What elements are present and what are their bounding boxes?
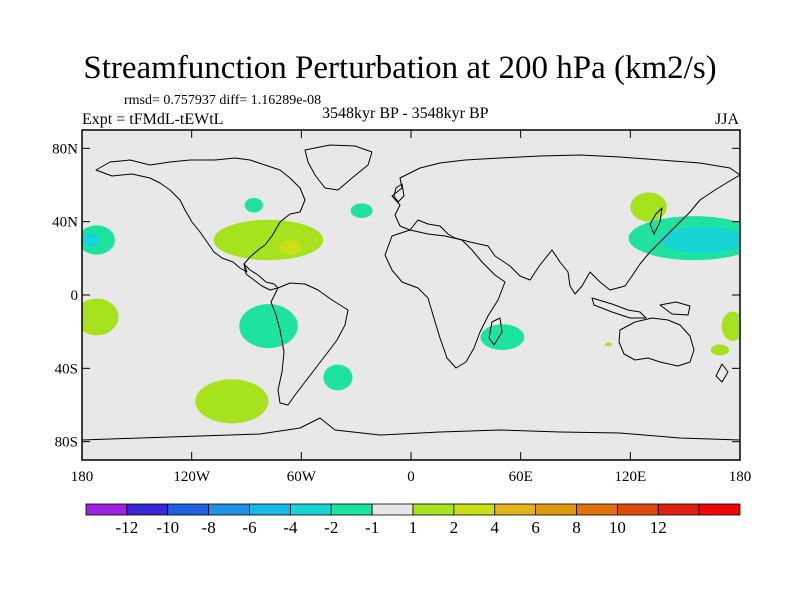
coast-antarctica [82, 417, 740, 441]
anomaly-region-11 [630, 192, 667, 222]
chart-title: Streamfunction Perturbation at 200 hPa (… [83, 50, 717, 86]
colorbar-swatch [616, 503, 659, 516]
coast-indonesia [591, 297, 647, 319]
colorbar-swatch [576, 503, 618, 516]
x-tick-label: 120W [173, 469, 211, 485]
anomaly-region-4 [244, 197, 263, 213]
anomaly-region-3 [279, 240, 302, 255]
colorbar-swatch [167, 503, 210, 516]
colorbar-label: -6 [242, 518, 256, 537]
season-label: JJA [715, 111, 740, 128]
anomaly-region-15 [710, 344, 730, 356]
colorbar-label: 12 [650, 518, 667, 537]
anomaly-region-13 [659, 227, 740, 253]
anomaly-region-16 [604, 342, 613, 347]
colorbar-swatch [698, 503, 741, 516]
anomaly-region-1 [82, 232, 101, 248]
x-tick-label: 0 [407, 469, 415, 485]
coast-africa [384, 229, 506, 369]
colorbar-swatch [289, 503, 332, 516]
coast-new-guinea [659, 301, 691, 316]
colorbar-swatch [208, 503, 250, 516]
coast-eurasia [391, 154, 740, 295]
y-axis: 80N 40N 0 40S 80S [52, 141, 740, 451]
colorbar-swatch [371, 503, 414, 516]
period-label: 3548kyr BP - 3548kyr BP [322, 105, 489, 122]
colorbar-label: 2 [450, 518, 459, 537]
x-tick-label: 120E [614, 469, 646, 485]
colorbar-label: -10 [156, 518, 179, 537]
colorbar-label: -2 [324, 518, 338, 537]
coast-madagascar [488, 317, 503, 346]
coast-japan [649, 207, 663, 235]
colorbar-swatch [494, 503, 537, 516]
y-tick-label: 40S [55, 361, 78, 377]
coast-australia [618, 317, 695, 367]
coast-greenland [304, 144, 373, 191]
colorbar-label: -12 [116, 518, 139, 537]
y-tick-label: 80S [55, 435, 78, 451]
colorbar-swatch [126, 503, 169, 516]
colorbar-label: 6 [531, 518, 540, 537]
colorbar-label: 1 [409, 518, 418, 537]
anomaly-region-5 [350, 203, 373, 219]
colorbar-label: -1 [365, 518, 379, 537]
anomaly-region-6 [82, 298, 119, 336]
x-tick-label: 180 [71, 469, 94, 485]
colorbar-swatch [330, 503, 373, 516]
rmsd-diff-label: rmsd= 0.757937 diff= 1.16289e-08 [124, 93, 322, 108]
colorbar-swatch [412, 503, 455, 516]
y-tick-label: 80N [52, 141, 78, 157]
y-tick-label: 40N [52, 215, 78, 231]
colorbar-swatch [85, 503, 128, 516]
x-tick-label: 180 [729, 469, 752, 485]
colorbar: -12 -10 -8 -6 -4 -2 -1 1 2 4 6 8 10 12 [85, 503, 741, 537]
colorbar-label: -8 [202, 518, 216, 537]
anomaly-region-9 [323, 364, 353, 391]
experiment-label: Expt = tFMdL-tEWtL [82, 111, 224, 128]
anomaly-region-7 [239, 304, 298, 349]
colorbar-label: -4 [283, 518, 298, 537]
coast-uk [393, 183, 405, 203]
coast-north-america [95, 157, 306, 273]
x-axis: 180 120W 60W 0 60E 120E 180 [71, 130, 752, 485]
colorbar-swatch [453, 503, 496, 516]
x-tick-label: 60E [509, 469, 533, 485]
anomaly-region-14 [721, 311, 740, 341]
coast-new-zealand [715, 363, 729, 383]
map-ocean-background [82, 130, 740, 460]
colorbar-label: 10 [609, 518, 626, 537]
anomaly-contours [82, 192, 740, 424]
anomaly-region-8 [195, 379, 269, 424]
colorbar-swatch [535, 503, 577, 516]
colorbar-label: 4 [491, 518, 500, 537]
anomaly-region-10 [480, 324, 525, 350]
coastlines [82, 144, 740, 441]
colorbar-label: 8 [572, 518, 581, 537]
colorbar-swatch [657, 503, 700, 516]
y-tick-label: 0 [71, 288, 79, 304]
x-tick-label: 60W [287, 469, 317, 485]
coast-south-america [270, 282, 349, 406]
colorbar-swatch [249, 503, 291, 516]
